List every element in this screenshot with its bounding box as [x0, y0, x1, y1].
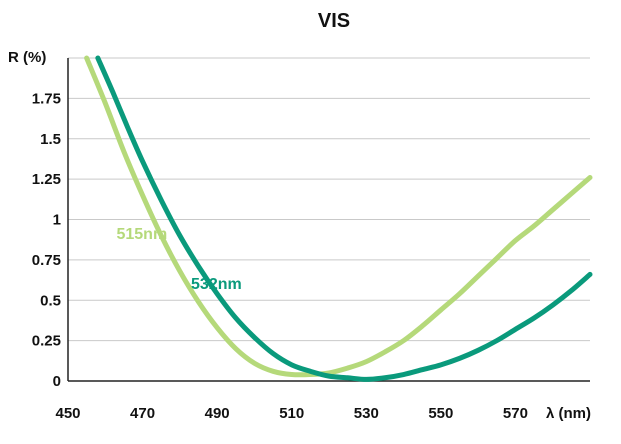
x-tick-label: 490 [205, 405, 230, 422]
tick-labels: 0 0.25 0.5 0.75 1 1.25 1.5 1.75 450 470 490 510 530 5… [32, 90, 528, 422]
x-tick-label: 510 [279, 405, 304, 422]
axes [67, 58, 590, 382]
x-axis-title: λ (nm) [546, 405, 591, 422]
series-label-532nm: 532nm [191, 276, 242, 293]
x-tick-label: 470 [130, 405, 155, 422]
annotations: 515nm 532nm [116, 226, 241, 293]
chart-title: VIS [318, 10, 350, 32]
x-tick-label: 570 [503, 405, 528, 422]
series-line-515nm [84, 55, 593, 378]
x-tick-label: 550 [428, 405, 453, 422]
y-tick-label: 0.5 [40, 292, 61, 309]
y-tick-label: 0.75 [32, 252, 61, 269]
y-axis-title: R (%) [8, 49, 46, 66]
series [84, 55, 593, 382]
y-tick-label: 1 [53, 212, 61, 229]
y-tick-label: 1.25 [32, 171, 61, 188]
y-tick-label: 1.5 [40, 131, 61, 148]
y-tick-label: 0 [53, 373, 61, 390]
series-label-515nm: 515nm [116, 226, 167, 243]
y-tick-label: 1.75 [32, 90, 61, 107]
y-tick-label: 0.25 [32, 333, 61, 350]
x-tick-label: 530 [354, 405, 379, 422]
x-tick-label: 450 [55, 405, 80, 422]
series-line-532nm [95, 55, 593, 382]
